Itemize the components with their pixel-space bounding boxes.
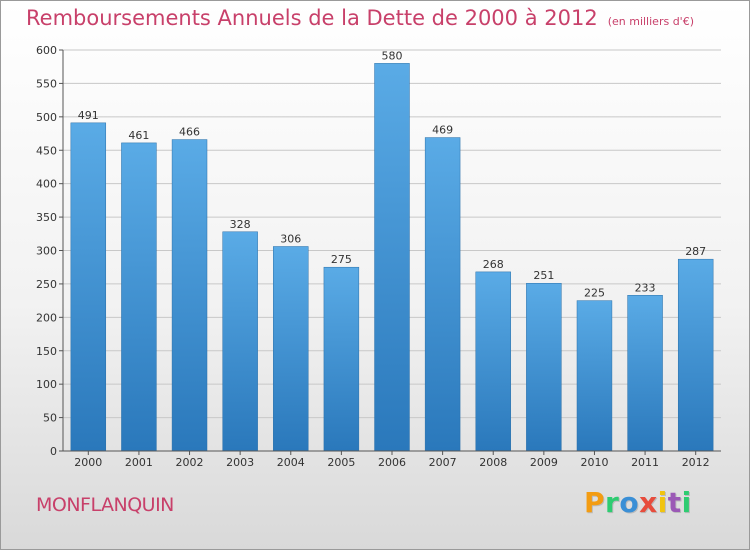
data-label-2002: 466	[179, 126, 200, 139]
y-tick-label: 400	[36, 178, 57, 191]
y-tick-label: 550	[36, 77, 57, 90]
city-name: MONFLANQUIN	[36, 494, 174, 516]
y-tick-label: 0	[50, 445, 57, 458]
chart-title-text: Remboursements Annuels de la Dette de 20…	[26, 6, 598, 30]
data-label-2004: 306	[280, 232, 301, 245]
x-tick-label-2006: 2006	[378, 456, 406, 469]
bar-2001	[121, 142, 157, 452]
bar-2010	[576, 300, 613, 452]
logo-letter: i	[657, 486, 668, 519]
x-tick-label-2011: 2011	[631, 456, 659, 469]
y-tick-label: 300	[36, 245, 57, 258]
data-label-2007: 469	[432, 124, 453, 137]
logo-letter: i	[681, 486, 692, 519]
data-label-2003: 328	[230, 218, 251, 231]
x-tick-label-2004: 2004	[277, 456, 305, 469]
y-tick-label: 100	[36, 378, 57, 391]
x-tick-label-2001: 2001	[125, 456, 153, 469]
bar-2006	[374, 63, 410, 452]
bar-2008	[475, 271, 511, 452]
data-label-2005: 275	[331, 253, 352, 266]
x-tick-label-2007: 2007	[429, 456, 457, 469]
y-tick-label: 200	[36, 311, 57, 324]
bar-2004	[273, 246, 309, 452]
logo-letter: o	[619, 486, 640, 519]
bar-2005	[323, 266, 360, 452]
bar-2009	[526, 282, 562, 452]
y-tick-label: 50	[43, 412, 57, 425]
data-label-2006: 580	[382, 49, 403, 62]
data-label-2008: 268	[483, 258, 504, 271]
bar-2000	[70, 122, 107, 452]
x-tick-label-2010: 2010	[580, 456, 608, 469]
y-tick-label: 150	[36, 345, 57, 358]
data-label-2000: 491	[78, 109, 99, 122]
data-label-2009: 251	[533, 269, 554, 282]
x-tick-label-2012: 2012	[682, 456, 710, 469]
proxiti-logo: Proxiti	[584, 486, 692, 519]
x-tick-label-2005: 2005	[327, 456, 355, 469]
logo-letter: t	[667, 486, 682, 519]
bar-2011	[627, 295, 663, 452]
x-tick-label-2009: 2009	[530, 456, 558, 469]
y-tick-label: 350	[36, 211, 57, 224]
logo-letter: P	[584, 486, 606, 519]
x-tick-label-2003: 2003	[226, 456, 254, 469]
y-tick-label: 250	[36, 278, 57, 291]
bar-2002	[171, 139, 208, 452]
y-tick-label: 500	[36, 111, 57, 124]
x-tick-label-2002: 2002	[176, 456, 204, 469]
bar-2012	[677, 258, 714, 452]
logo-letter: r	[605, 486, 620, 519]
logo-letter: x	[639, 486, 658, 519]
x-tick-label-2008: 2008	[479, 456, 507, 469]
data-label-2011: 233	[635, 281, 656, 294]
x-tick-label-2000: 2000	[74, 456, 102, 469]
bar-2007	[424, 137, 461, 452]
data-label-2010: 225	[584, 287, 605, 300]
data-label-2001: 461	[128, 129, 149, 142]
data-label-2012: 287	[685, 245, 706, 258]
chart-unit: (en milliers d'€)	[607, 15, 694, 28]
bar-2003	[222, 231, 258, 452]
y-tick-label: 450	[36, 144, 57, 157]
chart-title: Remboursements Annuels de la Dette de 20…	[26, 6, 694, 30]
y-tick-label: 600	[36, 44, 57, 57]
